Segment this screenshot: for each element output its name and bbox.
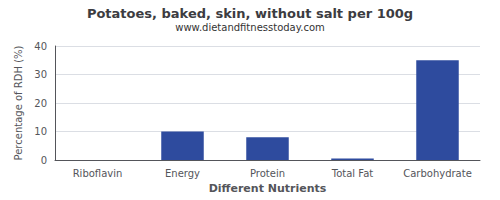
svg-text:Carbohydrate: Carbohydrate <box>403 168 472 179</box>
svg-text:Energy: Energy <box>165 168 200 179</box>
svg-text:10: 10 <box>34 126 47 137</box>
svg-text:0: 0 <box>41 155 47 166</box>
svg-text:Different Nutrients: Different Nutrients <box>209 182 327 195</box>
svg-text:Total Fat: Total Fat <box>331 168 373 179</box>
svg-text:Riboflavin: Riboflavin <box>73 168 123 179</box>
svg-text:www.dietandfitnesstoday.com: www.dietandfitnesstoday.com <box>175 22 324 33</box>
svg-text:20: 20 <box>34 98 47 109</box>
svg-text:Percentage of RDH (%): Percentage of RDH (%) <box>13 45 24 160</box>
svg-text:30: 30 <box>34 69 47 80</box>
svg-text:40: 40 <box>34 41 47 52</box>
svg-text:Potatoes, baked, skin, without: Potatoes, baked, skin, without salt per … <box>87 6 413 21</box>
svg-text:Protein: Protein <box>250 168 285 179</box>
